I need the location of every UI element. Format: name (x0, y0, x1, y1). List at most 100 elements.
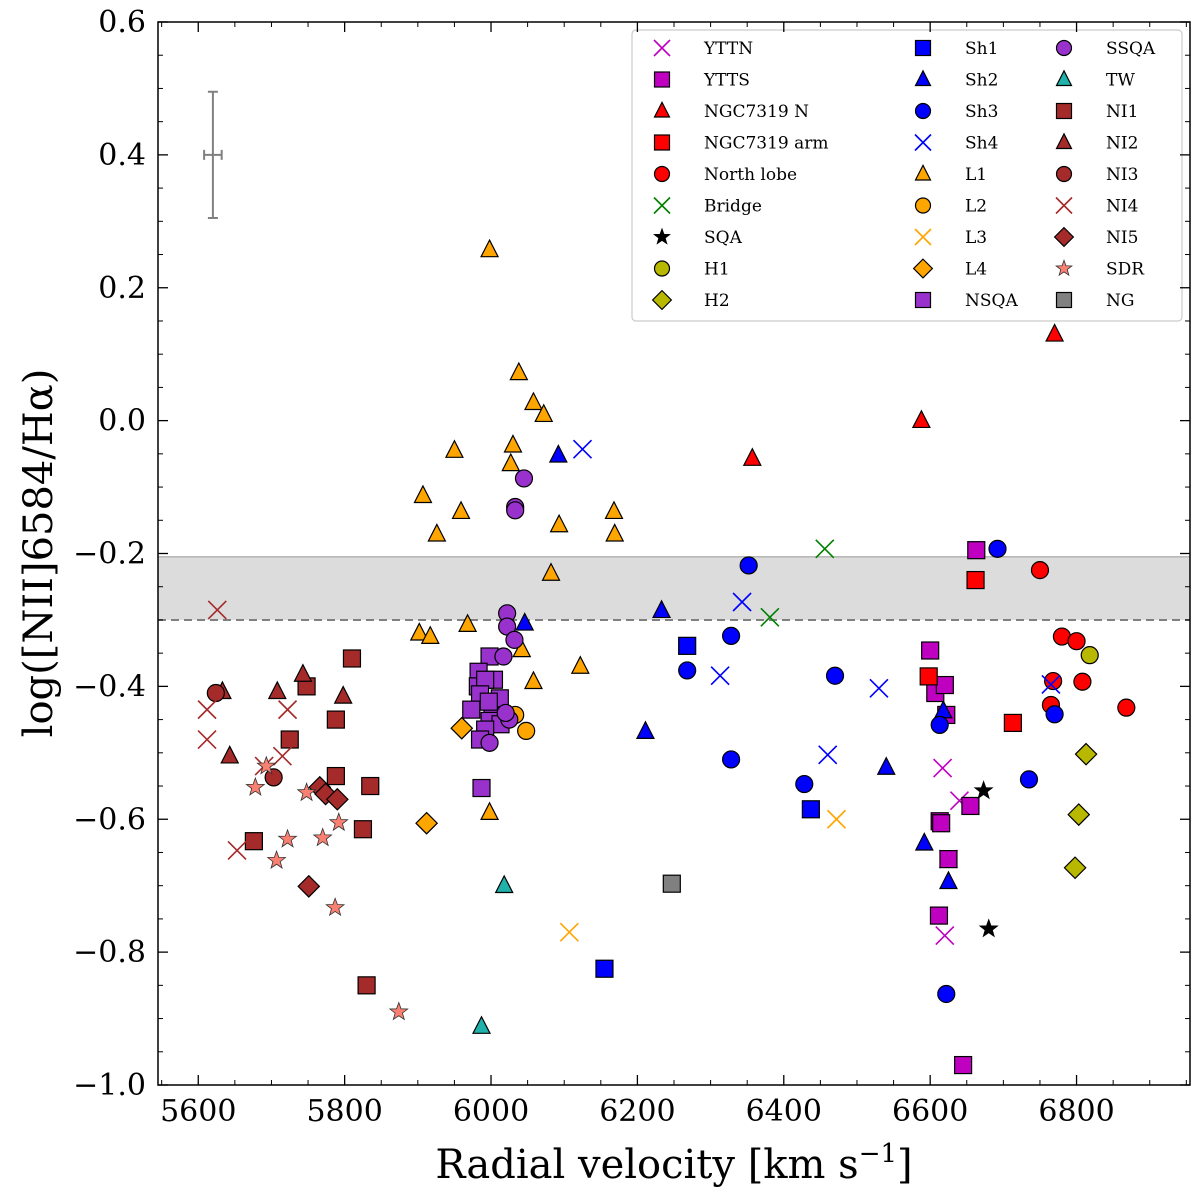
data-point (635, 720, 655, 739)
data-point (742, 447, 762, 466)
data-point (911, 409, 931, 429)
legend-label: NG (1106, 291, 1134, 311)
data-point (451, 500, 471, 520)
data-point (1073, 672, 1092, 691)
data-point (496, 703, 515, 723)
legend-marker (653, 134, 671, 151)
series-sh4 (572, 439, 1061, 765)
legend-marker (653, 71, 671, 88)
legend-marker (1055, 291, 1073, 309)
data-point (207, 600, 227, 620)
y-tick-label: 0.2 (98, 271, 146, 306)
data-point (333, 685, 353, 704)
series-sqa (973, 780, 999, 938)
tick-layer: 5600 5800 6000 6200 6400 6600 6800 −1.0 −0.8 −0.6… (73, 5, 1190, 1129)
legend-marker (912, 258, 934, 279)
data-point (506, 501, 525, 520)
legend-label: NI3 (1106, 165, 1138, 185)
data-point (739, 556, 758, 575)
reference-band (158, 556, 1190, 620)
legend-marker (1055, 69, 1073, 87)
y-axis-title: log([NII]6584/Hα) (16, 369, 62, 738)
data-point (876, 756, 896, 775)
data-point (914, 832, 934, 851)
series-l1 (409, 238, 625, 821)
legend-label: North lobe (704, 165, 797, 185)
series-ssqa (480, 469, 534, 752)
series-ni1 (244, 649, 380, 995)
data-point (480, 801, 500, 821)
x-axis-title: Radial velocity [km s−1] (435, 1139, 912, 1188)
data-point (932, 814, 951, 833)
data-point (413, 484, 433, 504)
data-point (760, 607, 780, 627)
series-sh2 (515, 444, 958, 890)
data-point (462, 700, 481, 719)
data-point (312, 827, 333, 847)
y-tick-label: −0.8 (73, 935, 146, 970)
series-tw (472, 874, 514, 1034)
data-point (548, 444, 568, 463)
legend-label: Sh4 (965, 134, 998, 154)
legend-label: NI2 (1106, 134, 1138, 154)
data-point (517, 721, 536, 740)
legend-marker (914, 133, 932, 152)
data-point (652, 599, 672, 619)
y-tick-label: −0.4 (73, 669, 146, 704)
data-point (353, 820, 373, 839)
data-point (420, 625, 440, 644)
data-point (938, 870, 958, 890)
data-point (921, 641, 940, 660)
legend-label: NGC7319 arm (704, 134, 829, 154)
data-point (509, 361, 529, 381)
series-ni5 (297, 775, 349, 898)
legend-label: L2 (965, 197, 987, 217)
data-point (297, 874, 321, 898)
series-sh3 (678, 539, 1064, 1004)
data-point (388, 1001, 409, 1021)
data-point (480, 733, 499, 752)
data-point (1003, 713, 1022, 733)
legend-marker (653, 165, 671, 183)
data-point (559, 922, 579, 942)
legend-box (631, 29, 1183, 322)
legend-marker (914, 228, 932, 246)
legend-label: SDR (1106, 260, 1145, 280)
series-sh1 (595, 636, 820, 978)
data-point (966, 570, 985, 590)
data-point (1045, 323, 1065, 342)
data-point (937, 984, 956, 1004)
data-point (826, 809, 847, 829)
data-point (523, 391, 543, 411)
legend-marker (1055, 102, 1073, 120)
series-l4 (415, 716, 474, 835)
series-bridge (760, 539, 835, 627)
data-point (595, 959, 614, 978)
data-point (479, 692, 498, 711)
data-point (1030, 561, 1050, 580)
data-point (277, 700, 298, 720)
error-bar-layer (203, 90, 223, 219)
data-point (503, 434, 523, 453)
legend-label: Sh3 (965, 102, 998, 122)
data-point (326, 710, 345, 729)
series-sdr (245, 755, 409, 1021)
legend-label: Sh1 (965, 39, 998, 59)
series-l3 (559, 809, 847, 942)
data-point (1080, 646, 1099, 665)
legend-marker (914, 197, 932, 214)
legend-label: TW (1106, 71, 1135, 91)
reference-band-layer (158, 556, 1190, 621)
data-point (570, 655, 590, 674)
data-point (220, 745, 240, 764)
legend-marker (1055, 259, 1073, 277)
legend-label: H2 (704, 291, 730, 311)
legend-label: Bridge (704, 197, 762, 217)
legend-label: SSQA (1106, 39, 1156, 59)
data-point (326, 766, 345, 786)
legend-marker (914, 102, 932, 120)
legend-marker (1055, 196, 1073, 215)
data-point (444, 439, 464, 458)
data-point (206, 683, 225, 703)
